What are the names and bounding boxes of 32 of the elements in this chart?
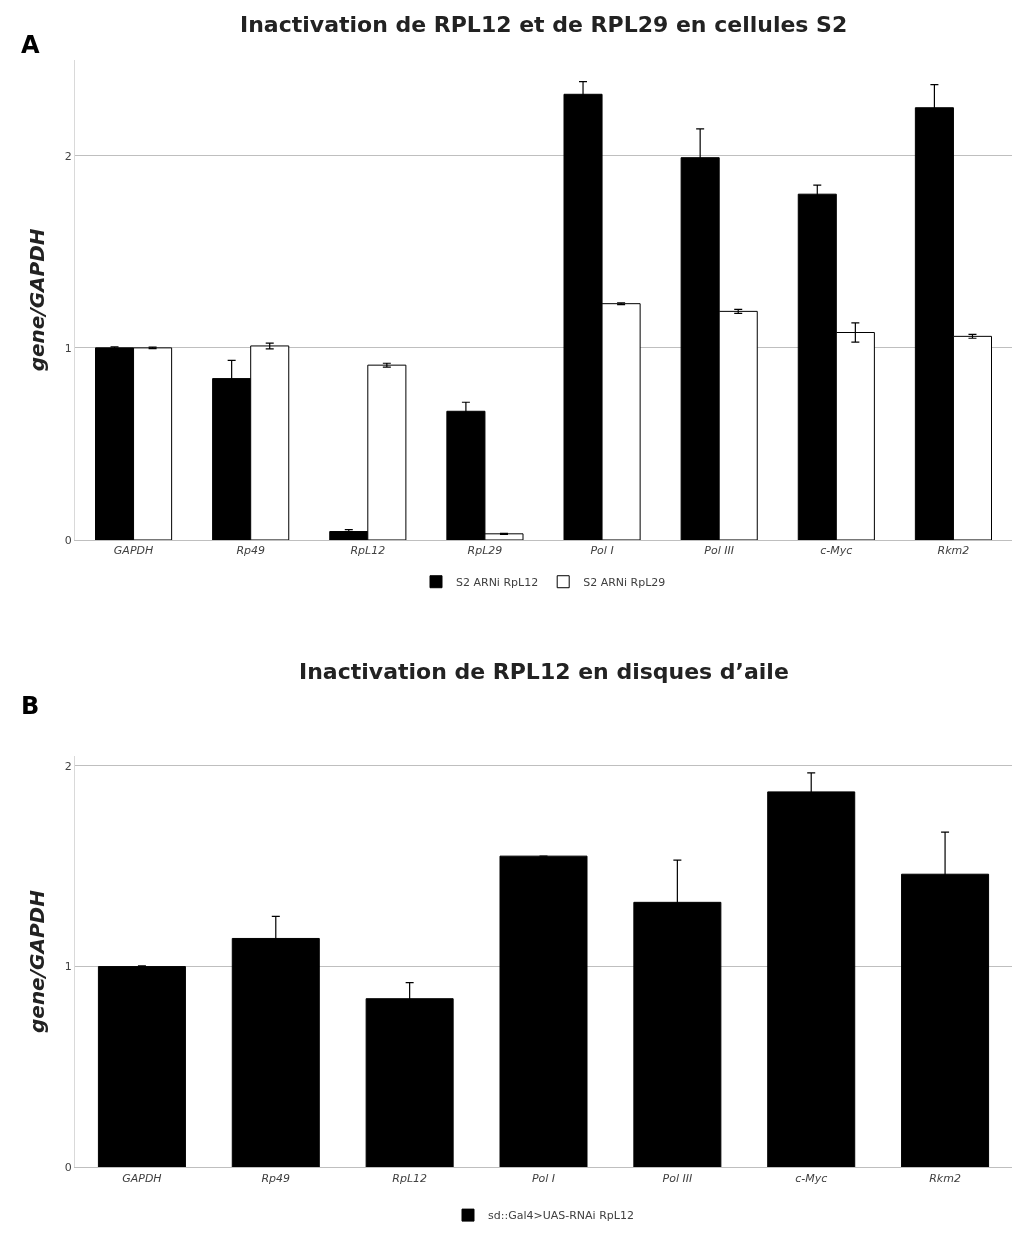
y-axis-title: gene/GAPDH <box>25 889 50 1034</box>
y-tick-label: 2 <box>64 759 72 773</box>
bar <box>97 966 186 1168</box>
text: B <box>21 692 40 720</box>
x-tick-label: Rkm2 <box>929 1171 961 1185</box>
x-tick-label: Rp49 <box>236 544 265 558</box>
x-tick-label: Pol III <box>704 544 735 558</box>
text: A <box>21 31 40 59</box>
chart-title: Inactivation de RPL12 et de RPL29 en cellules S2 <box>240 12 848 37</box>
x-tick-label: RpL12 <box>350 544 386 558</box>
x-tick-label: Rp49 <box>261 1171 291 1185</box>
x-tick-label: Pol I <box>531 1171 556 1185</box>
chart-title: Inactivation de RPL12 en disques d’aile <box>299 659 789 684</box>
y-axis-title: gene/GAPDH <box>25 228 50 372</box>
x-tick-label: GAPDH <box>122 1171 162 1185</box>
x-tick-label: RpL12 <box>392 1171 428 1185</box>
y-tick-label: 0 <box>64 533 72 547</box>
y-tick-label: 2 <box>64 149 72 163</box>
x-tick-label: Rkm2 <box>937 544 970 558</box>
y-tick-label: 0 <box>64 1161 72 1175</box>
legend-label: S2 ARNi RpL12 <box>456 576 539 590</box>
x-tick-label: c-Myc <box>820 544 853 558</box>
x-tick-label: RpL29 <box>467 544 503 558</box>
x-tick-label: Pol I <box>590 544 614 558</box>
x-tick-label: GAPDH <box>113 544 154 558</box>
y-tick-label: 1 <box>64 960 72 974</box>
x-tick-label: c-Myc <box>795 1171 828 1185</box>
y-tick-label: 1 <box>64 341 72 355</box>
bar <box>499 855 588 1168</box>
legend-label: S2 ARNi RpL29 <box>583 576 666 590</box>
x-tick-label: Pol III <box>662 1171 693 1185</box>
legend-label: sd::Gal4>UAS-RNAi RpL12 <box>488 1209 634 1223</box>
